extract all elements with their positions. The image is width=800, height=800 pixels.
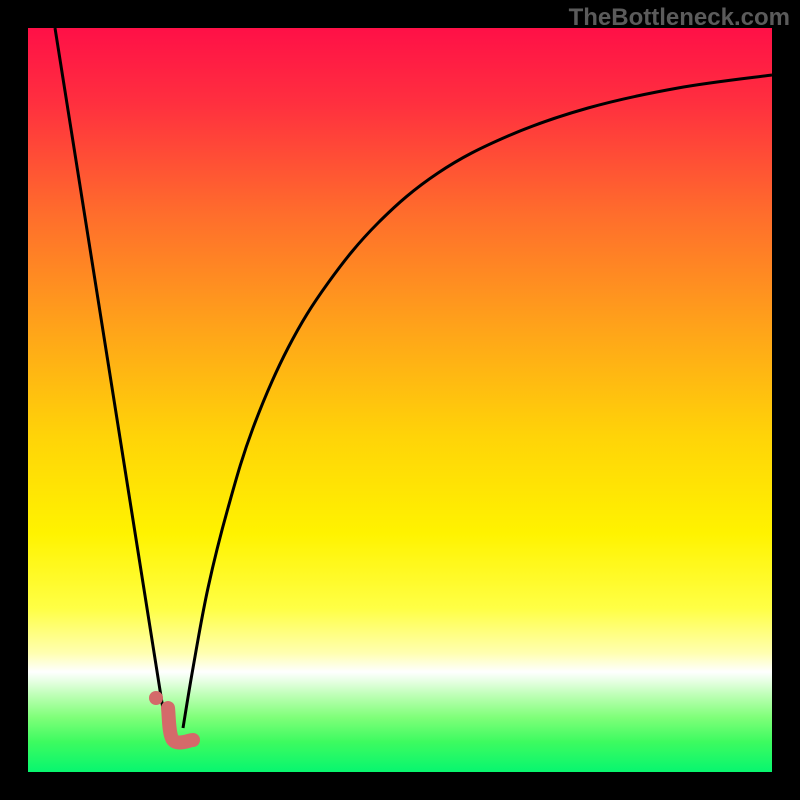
- curves-layer: [28, 28, 772, 772]
- watermark-text: TheBottleneck.com: [569, 4, 790, 32]
- plot-area: [28, 28, 772, 772]
- right-curve-line: [183, 75, 772, 728]
- plot-frame: [0, 0, 800, 800]
- left-curve-line: [55, 28, 166, 728]
